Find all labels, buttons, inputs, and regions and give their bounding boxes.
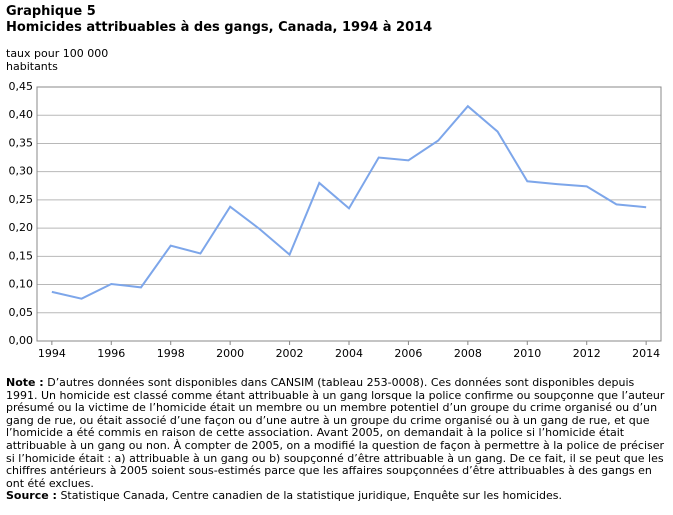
plot-frame (36, 86, 662, 342)
y-tick-label: 0,15 (9, 249, 34, 262)
x-tick-label: 2004 (335, 347, 363, 360)
title-block: Graphique 5 Homicides attribuables à des… (6, 4, 432, 36)
x-tick-label: 2010 (513, 347, 541, 360)
x-tick-label: 2000 (216, 347, 244, 360)
notes: Note : D’autres données sont disponibles… (6, 376, 666, 503)
y-tick-label: 0,00 (9, 334, 34, 347)
x-tick-label: 1996 (97, 347, 125, 360)
source-label: Source : (6, 489, 57, 503)
x-tick-label: 2012 (573, 347, 601, 360)
y-tick-label: 0,05 (9, 306, 34, 319)
source: Source : Statistique Canada, Centre cana… (6, 490, 666, 503)
y-tick-label: 0,30 (9, 165, 34, 178)
x-tick-label: 1998 (157, 347, 185, 360)
chart-title: Homicides attribuables à des gangs, Cana… (6, 20, 433, 35)
x-tick-label: 2014 (632, 347, 660, 360)
source-text: Statistique Canada, Centre canadien de l… (60, 489, 563, 503)
x-tick-label: 2006 (394, 347, 422, 360)
y-tick-label: 0,40 (9, 108, 34, 121)
y-tick-label: 0,20 (9, 221, 34, 234)
x-tick-label: 2008 (454, 347, 482, 360)
note-text: D’autres données sont disponibles dans C… (6, 376, 665, 490)
chart-number: Graphique 5 (6, 4, 96, 19)
y-tick-label: 0,10 (9, 278, 34, 291)
y-tick-label: 0,45 (9, 80, 34, 93)
y-tick-label: 0,25 (9, 193, 34, 206)
note: Note : D’autres données sont disponibles… (6, 376, 666, 490)
note-label: Note : (6, 376, 44, 389)
chart: 0,00 0,05 0,10 0,15 0,20 0,25 0,30 0,35 0,40 0,45… (9, 80, 662, 360)
data-line (51, 104, 647, 300)
y-axis-label: taux pour 100 000 habitants (6, 47, 109, 73)
x-tick-label: 2002 (276, 347, 304, 360)
x-tick-label: 1994 (38, 347, 66, 360)
y-tick-label: 0,35 (9, 136, 34, 149)
